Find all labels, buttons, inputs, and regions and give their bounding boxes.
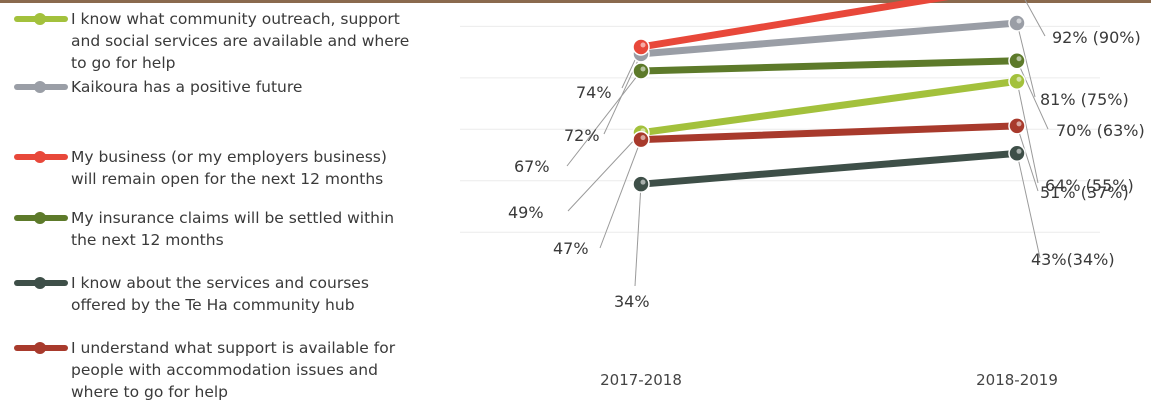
series-i-know-what-community-outrea-point-2 (1008, 72, 1026, 91)
series-i-understand-what-support-is-label-2: 51% (37%) (1040, 183, 1129, 202)
series-i-know-about-the-services-an-point-1-shine (640, 179, 646, 185)
legend-label-te-ha-hub: I know about the services and courses of… (71, 274, 369, 314)
legend-item-insurance-claims: My insurance claims will be settled with… (14, 207, 434, 251)
x-tick-2018-2019: 2018-2019 (976, 371, 1058, 389)
legend-item-accommodation-support: I understand what support is available f… (14, 337, 434, 403)
series-i-know-about-the-services-an-label-2: 43%(34%) (1031, 250, 1115, 269)
series-i-understand-what-support-is-point-2 (1008, 117, 1026, 135)
series-i-know-what-community-outrea-label-1: 49% (508, 203, 544, 222)
top-border (0, 0, 1151, 3)
series-i-know-about-the-services-an-point-2-shine (1016, 148, 1022, 154)
series-my-insurance-claims-will-be--point-1 (632, 62, 650, 80)
series-i-know-about-the-services-an-point-2 (1008, 144, 1026, 163)
series-i-know-what-community-outrea-leader-2 (1016, 81, 1039, 184)
series-i-know-about-the-services-an-leader-2 (1016, 153, 1041, 259)
legend-item-business-open: My business (or my employers business) w… (14, 146, 434, 190)
series-kaikoura-has-a-positive-futu-leader-2 (1016, 22, 1036, 98)
series-kaikoura-has-a-positive-futu-point-2-shine (1016, 18, 1022, 24)
legend-swatch-positive-future (14, 81, 68, 93)
legend-label-business-open: My business (or my employers business) w… (71, 148, 387, 188)
series-my-insurance-claims-will-be--line (637, 57, 1021, 75)
series-i-know-about-the-services-an-label-1: 34% (614, 292, 650, 311)
series-i-know-about-the-services-an-line (637, 149, 1021, 188)
series-my-business-or-my-employers--label-2: 92% (90%) (1052, 28, 1141, 47)
series-i-understand-what-support-is-label-1: 47% (553, 239, 589, 258)
legend-label-accommodation-support: I understand what support is available f… (71, 339, 396, 401)
series-kaikoura-has-a-positive-futu-label-1: 72% (564, 126, 600, 145)
legend-label-positive-future: Kaikoura has a positive future (71, 78, 303, 96)
x-tick-2017-2018: 2017-2018 (600, 371, 682, 389)
series-i-understand-what-support-is-point-1-shine (640, 135, 646, 141)
series-my-business-or-my-employers--line (637, 0, 949, 51)
series-i-understand-what-support-is-point-2-shine (1016, 121, 1022, 127)
series-i-understand-what-support-is-point-1 (632, 130, 650, 149)
legend-swatch-te-ha-hub (14, 277, 68, 289)
legend-swatch-business-open (14, 151, 68, 163)
series-my-business-or-my-employers--label-1: 74% (576, 83, 612, 102)
legend-swatch-community-services (14, 13, 68, 25)
data-labels: 49% 64% (55%) 72% 81% (75%) 74% 92% (90%) 67% 7… (508, 28, 1145, 311)
series-i-know-about-the-services-an-leader-1 (634, 184, 642, 287)
series-my-insurance-claims-will-be--label-2: 70% (63%) (1056, 121, 1145, 140)
legend-item-te-ha-hub: I know about the services and courses of… (14, 272, 434, 316)
data-points (632, 14, 1026, 193)
series-my-insurance-claims-will-be--point-2-shine (1016, 56, 1022, 62)
series-i-understand-what-support-is-line (637, 122, 1021, 144)
series-my-insurance-claims-will-be--leader-2 (1016, 60, 1049, 130)
legend-label-community-services: I know what community outreach, support … (71, 10, 410, 72)
legend-swatch-accommodation-support (14, 342, 68, 354)
series-kaikoura-has-a-positive-futu-label-2: 81% (75%) (1040, 90, 1129, 109)
series-my-business-or-my-employers--leader-2 (1024, 0, 1046, 37)
series-kaikoura-has-a-positive-futu-line (637, 19, 1021, 58)
series-my-insurance-claims-will-be--point-2 (1008, 51, 1026, 70)
legend-item-positive-future: Kaikoura has a positive future (14, 76, 434, 98)
legend-label-insurance-claims: My insurance claims will be settled with… (71, 209, 395, 249)
series-i-know-what-community-outrea-line (637, 77, 1021, 137)
series-my-business-or-my-employers--point-1 (632, 38, 650, 56)
series-i-know-what-community-outrea-label-2: 64% (55%) (1045, 176, 1134, 195)
legend-swatch-insurance-claims (14, 212, 68, 224)
series-my-insurance-claims-will-be--label-1: 67% (514, 157, 550, 176)
legend-item-community-services: I know what community outreach, support … (14, 8, 434, 74)
series-my-insurance-claims-will-be--leader-1 (566, 70, 642, 167)
series-kaikoura-has-a-positive-futu-point-2 (1008, 14, 1026, 32)
series-i-know-about-the-services-an-point-1 (632, 175, 650, 193)
series-lines (637, 0, 1021, 188)
series-i-know-what-community-outrea-leader-1 (567, 132, 642, 212)
series-i-understand-what-support-is-leader-2 (1016, 125, 1039, 192)
series-my-business-or-my-employers--point-1-shine (640, 42, 646, 48)
series-my-insurance-claims-will-be--point-1-shine (640, 66, 646, 72)
series-i-understand-what-support-is-leader-1 (599, 139, 642, 249)
x-axis-ticks: 2017-2018 2018-2019 (600, 371, 1058, 389)
series-i-know-what-community-outrea-point-2-shine (1016, 76, 1022, 82)
